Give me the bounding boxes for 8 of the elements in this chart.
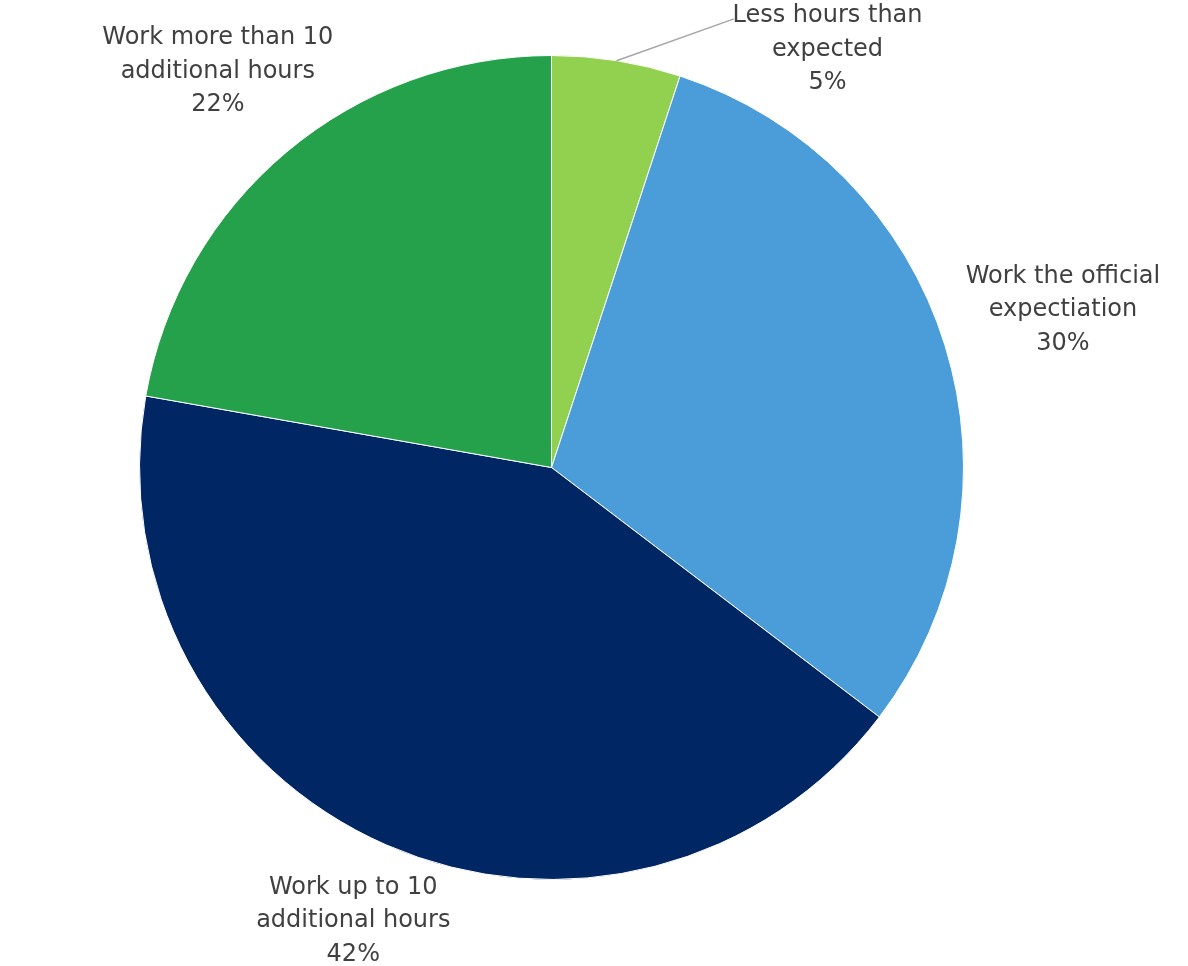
data-label: 22% [191,89,245,118]
slice-label: Work more than 10 additional hours [102,22,334,84]
data-label: 42% [326,938,380,966]
slice-label: Work up to 10 additional hours [256,871,451,934]
slice-label: Less hours than expected [732,0,923,62]
slice-label: Work the official expectiation [965,260,1161,323]
data-label: 5% [808,67,847,96]
data-label: 30% [1036,328,1090,357]
